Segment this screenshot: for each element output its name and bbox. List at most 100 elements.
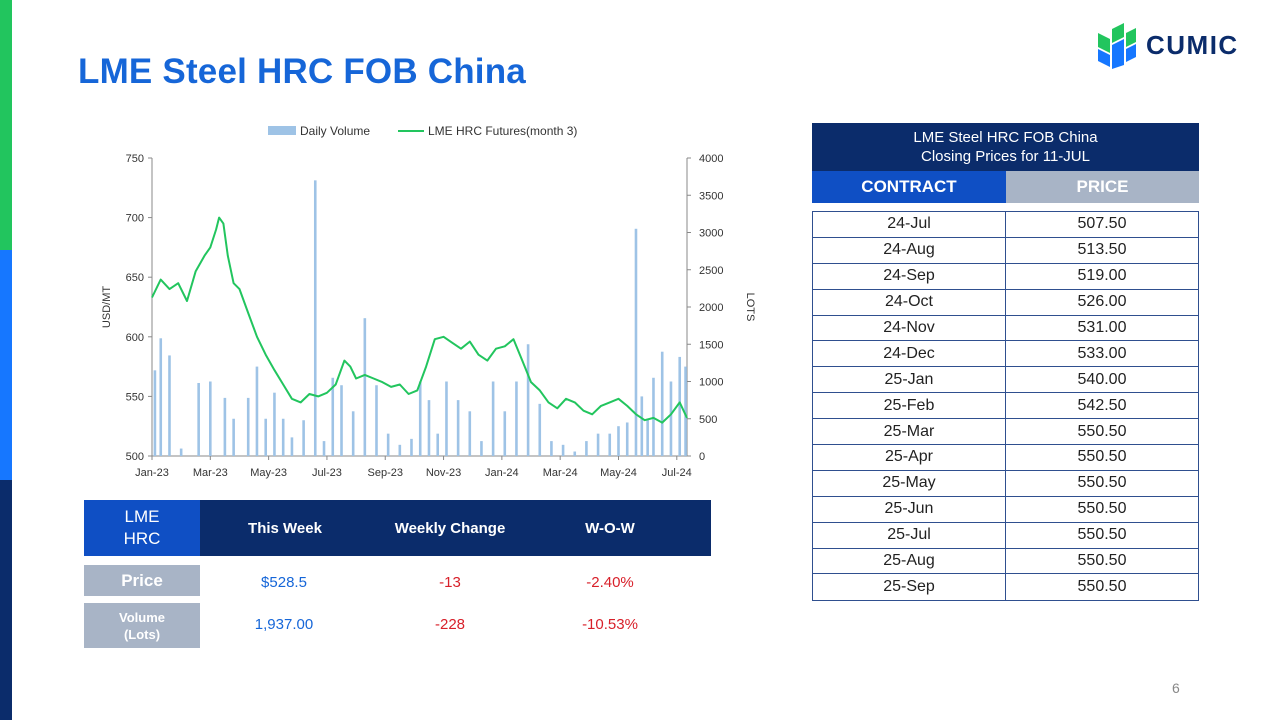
price-cell: 550.50: [1077, 422, 1127, 440]
table-row: 25-Mar 550.50: [813, 419, 1198, 446]
volume-bar: [351, 411, 355, 456]
volume-bar: [255, 366, 259, 456]
volume-bar: [573, 451, 577, 456]
volume-bar: [168, 355, 171, 456]
table-row: 24-Nov 531.00: [813, 315, 1198, 342]
cumic-logo-icon: [1098, 23, 1136, 69]
price-cell: 550.50: [1077, 526, 1127, 544]
y-left-axis-label: USD/MT: [101, 286, 113, 328]
price-this-week: $528.5: [261, 574, 307, 591]
y-left-tick-label: 550: [126, 391, 144, 403]
contract-cell: 24-Dec: [813, 341, 1006, 367]
volume-bar: [179, 448, 183, 456]
volume-bar: [660, 351, 664, 456]
table-row: 24-Oct 526.00: [813, 289, 1198, 316]
volume-this-week: 1,937.00: [254, 616, 314, 633]
table-row: 24-Dec 533.00: [813, 341, 1198, 368]
volume-bar: [290, 437, 294, 456]
header-contract: CONTRACT: [812, 171, 1006, 203]
x-tick-label: Jan-23: [135, 467, 169, 479]
table-row: 25-Feb 542.50: [813, 393, 1198, 420]
contract-cell: 25-May: [813, 470, 1006, 496]
volume-bar: [634, 228, 638, 456]
legend-label-volume: Daily Volume: [300, 124, 370, 138]
y-right-tick-label: 2500: [699, 265, 723, 277]
x-tick-label: Nov-23: [426, 467, 461, 479]
table-row: 24-Jul 507.50: [813, 212, 1198, 238]
side-bar-navy: [0, 480, 12, 720]
price-wow: -2.40%: [586, 574, 634, 591]
price-volume-chart: 500 550 600 650 700 750 0 500 1000 1500 2000 2500 30…: [90, 118, 770, 490]
table-row: 25-Jun 550.50: [813, 496, 1198, 523]
price-cell: 540.00: [1077, 370, 1127, 388]
volume-bar: [617, 426, 620, 456]
volume-bar: [503, 411, 507, 456]
contract-cell: 25-Mar: [813, 419, 1006, 445]
volume-bar: [273, 392, 276, 456]
x-tick-label: Sep-23: [368, 467, 403, 479]
price-weekly-change: -13: [439, 574, 461, 591]
table-row: 25-Apr 550.50: [813, 445, 1198, 471]
volume-bar: [322, 441, 326, 456]
x-tick-label: Jan-24: [485, 467, 519, 479]
volume-bar: [418, 381, 422, 456]
volume-bar: [159, 338, 163, 456]
x-tick-label: Mar-23: [193, 467, 228, 479]
volume-bar: [410, 438, 413, 456]
header-price: PRICE: [1006, 171, 1199, 203]
table-row: 24-Aug 513.50: [813, 237, 1198, 264]
contract-cell: 25-Jun: [813, 496, 1006, 522]
contract-cell: 24-Jul: [813, 212, 1006, 237]
volume-bar: [515, 381, 518, 456]
volume-bar: [246, 397, 250, 456]
price-cell: 550.50: [1077, 448, 1127, 466]
side-accent-bar: [0, 0, 12, 720]
table-row: 25-May 550.50: [813, 470, 1198, 497]
volume-bar: [331, 377, 335, 456]
volume-bar: [491, 381, 495, 456]
volume-bar: [363, 318, 367, 456]
volume-bar: [678, 356, 682, 456]
table-row: 25-Jan 540.00: [813, 367, 1198, 394]
volume-bar: [640, 396, 644, 456]
volume-bar: [445, 381, 448, 456]
price-cell: 526.00: [1077, 293, 1127, 311]
summary-row-label-volume: Volume (Lots): [84, 603, 200, 648]
y-right-tick-label: 2000: [699, 302, 723, 314]
volume-bar: [232, 418, 235, 456]
price-cell: 531.00: [1077, 319, 1127, 336]
price-cell: 533.00: [1077, 344, 1127, 362]
y-right-tick-label: 3500: [699, 190, 723, 202]
volume-bar: [585, 441, 588, 456]
volume-bar: [436, 433, 440, 456]
contract-cell: 25-Jan: [813, 367, 1006, 393]
volume-bar: [468, 411, 472, 456]
price-cell: 507.50: [1077, 215, 1127, 233]
volume-bar: [398, 444, 402, 456]
price-cell: 513.50: [1077, 241, 1127, 259]
y-left-tick-label: 600: [126, 332, 144, 344]
x-tick-label: Jul-23: [312, 467, 342, 479]
logo-text: CUMIC: [1146, 29, 1239, 60]
legend-swatch-volume: [268, 126, 296, 135]
contract-cell: 24-Aug: [813, 237, 1006, 263]
summary-corner-label: LME HRC: [84, 500, 200, 556]
volume-wow: -10.53%: [582, 616, 638, 633]
volume-bar: [684, 366, 687, 456]
y-left-tick-label: 700: [126, 213, 144, 225]
contract-cell: 24-Oct: [813, 289, 1006, 315]
side-bar-blue: [0, 250, 12, 480]
volume-bar: [561, 444, 565, 456]
table-row: 25-Sep 550.50: [813, 574, 1198, 601]
page-number: 6: [1172, 680, 1180, 696]
price-cell: 550.50: [1077, 578, 1127, 596]
volume-bar: [669, 381, 673, 456]
volume-bar: [386, 433, 390, 456]
y-left-tick-label: 750: [126, 153, 144, 165]
contract-cell: 24-Nov: [813, 315, 1006, 341]
volume-bar: [646, 418, 649, 456]
volume-bar: [313, 180, 317, 456]
table-row: 25-Aug 550.50: [813, 548, 1198, 575]
y-right-tick-label: 1000: [699, 377, 723, 389]
table-row: 24-Sep 519.00: [813, 263, 1198, 290]
